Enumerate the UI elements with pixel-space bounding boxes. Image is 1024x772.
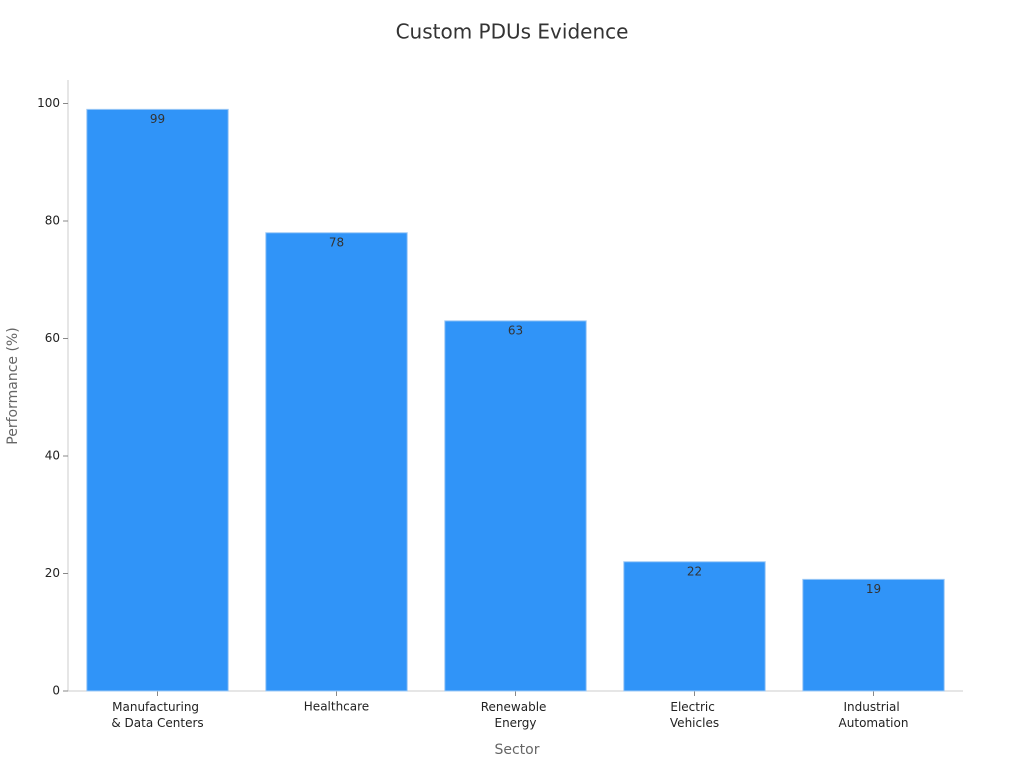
y-axis-label: Performance (%) xyxy=(5,327,21,444)
x-tick-label: Industrial Automation xyxy=(839,700,909,730)
value-label: 22 xyxy=(687,564,702,578)
y-tick-label: 0 xyxy=(52,684,60,698)
value-label: 99 xyxy=(150,112,165,126)
bar xyxy=(265,232,408,692)
x-tick-label: Renewable Energy xyxy=(481,700,551,730)
x-tick-label: Electric Vehicles xyxy=(670,700,719,730)
y-tick-label: 80 xyxy=(45,214,60,228)
bar xyxy=(86,108,229,692)
bar xyxy=(623,561,766,692)
x-axis-label: Sector xyxy=(494,742,539,758)
chart-title: Custom PDUs Evidence xyxy=(396,20,629,44)
value-label: 78 xyxy=(329,235,344,249)
y-tick-label: 40 xyxy=(45,449,60,463)
bar xyxy=(444,320,587,692)
value-label: 19 xyxy=(866,582,881,596)
value-label: 63 xyxy=(508,323,523,337)
bar xyxy=(802,578,945,692)
y-tick-label: 20 xyxy=(45,566,60,580)
y-tick-label: 60 xyxy=(45,331,60,345)
x-tick-label: Healthcare xyxy=(304,700,369,714)
y-tick-label: 100 xyxy=(37,96,60,110)
x-tick-label: Manufacturing & Data Centers xyxy=(111,700,203,730)
